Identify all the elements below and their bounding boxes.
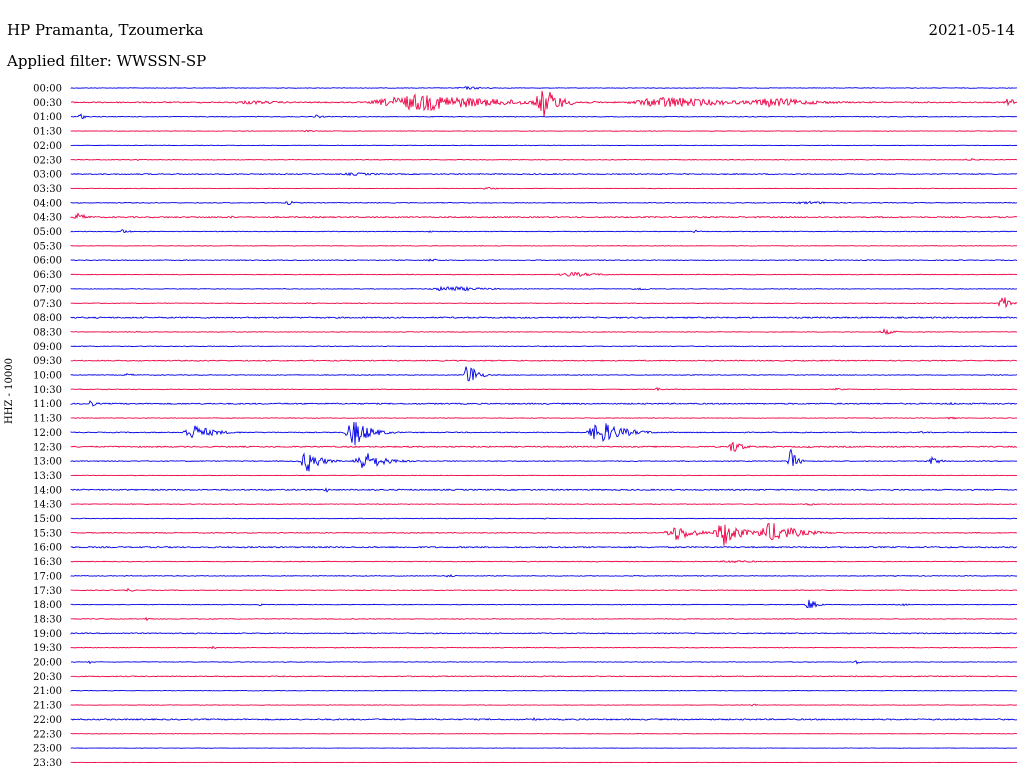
time-label: 07:00 <box>33 284 62 295</box>
time-label: 02:30 <box>33 155 62 166</box>
time-label: 01:00 <box>33 112 62 123</box>
seismic-trace <box>70 366 1018 382</box>
seismic-trace <box>70 441 1018 452</box>
time-label: 22:00 <box>33 715 62 726</box>
time-label: 10:30 <box>33 385 62 396</box>
seismic-trace <box>70 85 1018 91</box>
seismic-trace <box>70 421 1018 446</box>
seismic-trace <box>70 503 1018 506</box>
seismic-trace <box>70 689 1018 692</box>
time-label: 04:30 <box>33 213 62 224</box>
seismic-trace <box>70 387 1018 392</box>
seismic-trace <box>70 545 1018 549</box>
time-label: 22:30 <box>33 729 62 740</box>
seismic-trace <box>70 212 1018 220</box>
time-label: 02:00 <box>33 141 62 152</box>
seismic-trace <box>70 573 1018 578</box>
time-label: 20:00 <box>33 658 62 669</box>
time-label: 13:00 <box>33 457 62 468</box>
time-label: 15:00 <box>33 514 62 525</box>
time-label: 19:30 <box>33 643 62 654</box>
seismic-trace <box>70 345 1018 348</box>
seismic-trace <box>70 113 1018 120</box>
time-label: 13:30 <box>33 471 62 482</box>
time-label: 01:30 <box>33 127 62 138</box>
seismic-trace <box>70 660 1018 665</box>
time-label: 17:30 <box>33 586 62 597</box>
seismic-trace <box>70 359 1018 362</box>
time-label: 21:00 <box>33 686 62 697</box>
seismic-trace <box>70 448 1018 472</box>
seismic-trace <box>70 400 1018 407</box>
seismic-trace <box>70 297 1018 309</box>
time-label: 10:00 <box>33 371 62 382</box>
time-label: 11:00 <box>33 399 62 410</box>
time-label: 03:00 <box>33 170 62 181</box>
time-label: 15:30 <box>33 528 62 539</box>
seismic-trace <box>70 675 1018 678</box>
seismic-trace <box>70 187 1018 190</box>
seismic-trace <box>70 416 1018 420</box>
time-label: 23:00 <box>33 744 62 755</box>
time-label: 09:30 <box>33 356 62 367</box>
time-label: 00:30 <box>33 98 62 109</box>
seismic-trace <box>70 616 1018 622</box>
time-label: 16:00 <box>33 543 62 554</box>
seismic-trace <box>70 587 1018 592</box>
seismic-trace <box>70 487 1018 493</box>
time-label: 00:00 <box>33 84 62 95</box>
time-label: 17:00 <box>33 571 62 582</box>
time-label: 08:00 <box>33 313 62 324</box>
time-label: 07:30 <box>33 299 62 310</box>
seismic-trace <box>70 560 1018 564</box>
time-label: 11:30 <box>33 414 62 425</box>
time-label: 08:30 <box>33 327 62 338</box>
seismic-trace <box>70 129 1018 133</box>
seismic-trace <box>70 645 1018 650</box>
seismic-trace <box>70 599 1018 609</box>
seismic-trace <box>70 271 1018 277</box>
time-label: 05:30 <box>33 241 62 252</box>
seismic-trace <box>70 229 1018 234</box>
seismic-trace <box>70 144 1018 147</box>
time-label: 12:00 <box>33 428 62 439</box>
time-label: 18:00 <box>33 600 62 611</box>
seismic-trace <box>70 200 1018 205</box>
filter-label: Applied filter: WWSSN-SP <box>7 52 207 70</box>
seismic-trace <box>70 474 1018 477</box>
station-title: HP Pramanta, Tzoumerka <box>7 21 204 39</box>
time-label: 20:30 <box>33 672 62 683</box>
seismic-trace <box>70 703 1018 707</box>
seismic-trace <box>70 517 1018 520</box>
date-label: 2021-05-14 <box>928 21 1015 39</box>
seismic-trace <box>70 328 1018 335</box>
seismic-trace <box>70 244 1018 247</box>
time-label: 19:00 <box>33 629 62 640</box>
seismic-trace <box>70 523 1018 546</box>
seismic-trace <box>70 316 1018 319</box>
time-label: 09:00 <box>33 342 62 353</box>
time-label: 06:30 <box>33 270 62 281</box>
time-label: 23:30 <box>33 758 62 769</box>
time-label: 05:00 <box>33 227 62 238</box>
seismic-trace <box>70 716 1018 721</box>
time-label: 21:30 <box>33 701 62 712</box>
time-label: 06:00 <box>33 256 62 267</box>
time-label: 03:30 <box>33 184 62 195</box>
time-label: 16:30 <box>33 557 62 568</box>
seismic-trace <box>70 172 1018 177</box>
seismic-trace <box>70 157 1018 162</box>
time-label: 12:30 <box>33 442 62 453</box>
time-label: 04:00 <box>33 198 62 209</box>
time-label: 14:30 <box>33 500 62 511</box>
time-label: 18:30 <box>33 614 62 625</box>
seismic-trace <box>70 632 1018 635</box>
seismic-trace <box>70 285 1018 292</box>
seismic-trace <box>70 258 1018 262</box>
time-label: 14:00 <box>33 485 62 496</box>
seismic-trace <box>70 90 1018 117</box>
